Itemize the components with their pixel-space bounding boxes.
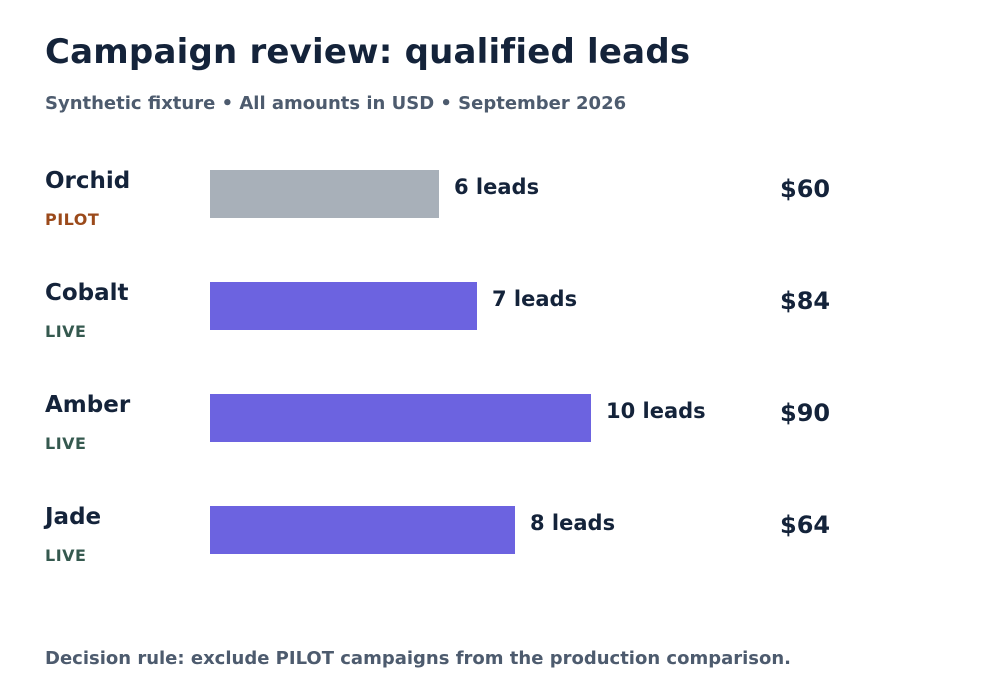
campaign-amount: $64	[780, 511, 831, 539]
campaign-name: Orchid	[45, 168, 131, 194]
campaign-status-label: LIVE	[45, 546, 87, 565]
campaign-amount: $60	[780, 175, 831, 203]
campaign-name: Jade	[45, 504, 102, 530]
lead-count-label: 7 leads	[492, 287, 578, 311]
lead-bar	[210, 170, 439, 218]
chart-subtitle: Synthetic fixture • All amounts in USD •…	[45, 93, 627, 114]
campaign-row: Cobalt LIVE 7 leads $84	[0, 280, 1000, 362]
lead-count-label: 8 leads	[530, 511, 616, 535]
lead-count-label: 10 leads	[606, 399, 706, 423]
campaign-row: Jade LIVE 8 leads $64	[0, 504, 1000, 586]
campaign-status-label: LIVE	[45, 434, 87, 453]
decision-rule-note: Decision rule: exclude PILOT campaigns f…	[45, 648, 792, 669]
lead-bar	[210, 394, 591, 442]
campaign-status-label: PILOT	[45, 210, 100, 229]
lead-bar	[210, 506, 515, 554]
lead-count-label: 6 leads	[454, 175, 540, 199]
campaign-name: Cobalt	[45, 280, 129, 306]
campaign-amount: $84	[780, 287, 831, 315]
campaign-row: Orchid PILOT 6 leads $60	[0, 168, 1000, 250]
chart-title: Campaign review: qualified leads	[45, 32, 691, 72]
campaign-row: Amber LIVE 10 leads $90	[0, 392, 1000, 474]
lead-bar	[210, 282, 477, 330]
campaign-status-label: LIVE	[45, 322, 87, 341]
campaign-name: Amber	[45, 392, 131, 418]
campaign-amount: $90	[780, 399, 831, 427]
